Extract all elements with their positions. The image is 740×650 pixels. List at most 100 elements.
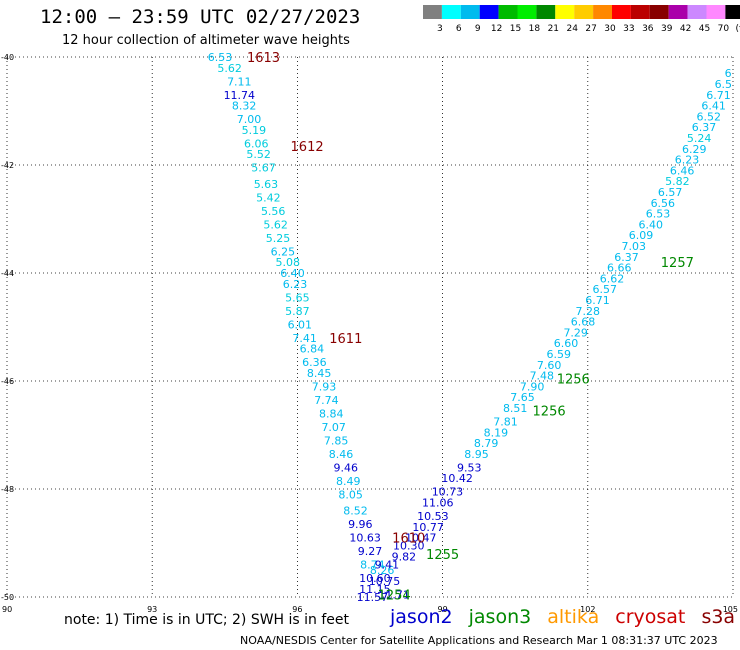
wave-height-label: 8.51 <box>503 402 528 415</box>
colorbar-label: 30 <box>604 24 616 34</box>
credit-line: NOAA/NESDIS Center for Satellite Applica… <box>240 634 718 647</box>
wave-height-label: 6.01 <box>288 318 313 331</box>
wave-height-label: 7.93 <box>312 380 337 393</box>
wave-height-label: 8.26 <box>370 564 395 577</box>
wave-height-label: 7.03 <box>622 240 647 253</box>
wave-height-label: 7.74 <box>314 394 339 407</box>
wave-height-label: 6.46 <box>670 164 695 177</box>
x-tick-label: 90 <box>2 605 12 614</box>
colorbar-swatch <box>706 5 726 19</box>
wave-height-label: 11.57 <box>357 591 389 604</box>
wave-height-label: 6.41 <box>701 100 726 113</box>
satellite-legend: jason2 jason3 altika cryosat s3a <box>390 606 740 628</box>
wave-height-labels: 6.535.627.1111.748.327.005.196.065.525.6… <box>208 51 732 604</box>
wave-height-label: 6.52 <box>697 110 722 123</box>
wave-height-label: 5.25 <box>266 232 291 245</box>
pass-number-label: 1257 <box>661 256 694 271</box>
satellite-legend-altika: altika <box>547 606 600 628</box>
wave-height-label: 10.63 <box>349 532 381 545</box>
colorbar-label: 36 <box>642 24 654 34</box>
wave-height-label: 9.53 <box>457 461 482 474</box>
wave-height-label: 8.05 <box>338 488 363 501</box>
pass-number-label: 1255 <box>426 548 459 563</box>
wave-height-label: 6.06 <box>244 137 269 150</box>
wave-height-label: 7.41 <box>292 332 317 345</box>
colorbar-swatch <box>725 5 740 19</box>
pass-number-label: 1613 <box>247 51 280 66</box>
wave-height-label: 9.46 <box>334 461 359 474</box>
wave-height-label: 8.84 <box>319 407 344 420</box>
wave-height-label: 8.95 <box>464 448 489 461</box>
wave-height-label: 6.71 <box>706 89 731 102</box>
colorbar-label: 33 <box>623 24 634 34</box>
wave-height-label: 7.85 <box>324 434 349 447</box>
x-tick-label: 105 <box>723 605 738 614</box>
wave-height-label: 6.5 <box>715 78 733 91</box>
colorbar-swatch <box>649 5 669 19</box>
wave-height-label: 7.81 <box>493 416 518 429</box>
y-tick-label: -40 <box>1 53 14 62</box>
wave-height-label: 5.62 <box>217 62 242 75</box>
wave-height-label: 5.56 <box>261 205 286 218</box>
wave-height-label: 8.19 <box>484 426 509 439</box>
wave-height-label: 6.23 <box>675 154 700 167</box>
wave-height-label: 5.52 <box>246 148 271 161</box>
wave-height-label: 7.90 <box>520 380 545 393</box>
pass-number-label: 1612 <box>291 140 324 155</box>
colorbar-swatch <box>555 5 575 19</box>
colorbar-label: 21 <box>548 24 559 34</box>
colorbar-swatch <box>687 5 707 19</box>
wave-height-label: 6.62 <box>600 272 625 285</box>
pass-number-label: 1611 <box>329 332 362 347</box>
pass-number-labels: 1613 1612 1611 1610 1254 1255 1256 1256 1257 <box>247 51 694 603</box>
wave-height-label: 6.37 <box>692 121 717 134</box>
pass-number-label: 1254 <box>378 588 411 603</box>
colorbar-label: 3 <box>437 24 443 34</box>
wave-height-label: 9.96 <box>348 518 373 531</box>
wave-height-label: 10.77 <box>412 521 444 534</box>
wave-height-label: 6.09 <box>629 229 654 242</box>
satellite-legend-jason2: jason2 <box>390 606 453 628</box>
pass-number-label: 1256 <box>533 405 566 420</box>
colorbar-label: 27 <box>585 24 596 34</box>
wave-height-label: 8.46 <box>329 448 354 461</box>
colorbar-swatch <box>630 5 650 19</box>
wave-height-label: 6.23 <box>283 278 308 291</box>
colorbar-swatch <box>423 5 442 19</box>
wave-height-label: 10.42 <box>441 472 473 485</box>
colorbar-swatch <box>498 5 518 19</box>
axis-ticks: 90 93 96 99 102 105 -40 -42 -44 -46 -48 -50 <box>1 53 738 614</box>
colorbar-swatch <box>517 5 537 19</box>
wave-height-label: 5.42 <box>256 191 281 204</box>
wave-height-label: 7.11 <box>227 75 252 88</box>
x-tick-label: 99 <box>438 605 448 614</box>
wave-height-label: 10.75 <box>369 575 401 588</box>
colorbar-label: 70 <box>718 24 730 34</box>
y-tick-label: -42 <box>1 161 14 170</box>
colorbar-swatch <box>536 5 556 19</box>
x-tick-label: 93 <box>147 605 157 614</box>
grid-lines <box>6 56 734 598</box>
wave-height-label: 6.68 <box>571 316 596 329</box>
wave-height-label: 5.63 <box>254 178 279 191</box>
wave-height-label: 9.27 <box>358 545 383 558</box>
pass-number-label: 1610 <box>392 532 425 547</box>
wave-height-label: 6.59 <box>547 348 572 361</box>
wave-height-label: 7.00 <box>237 113 262 126</box>
satellite-legend-cryosat: cryosat <box>615 606 686 628</box>
y-tick-label: -46 <box>1 377 14 386</box>
chart-title: 12:00 – 23:59 UTC 02/27/2023 <box>40 6 361 28</box>
wave-height-label: 5.24 <box>687 132 712 145</box>
colorbar-label: 42 <box>680 24 691 34</box>
wave-height-label: 8.52 <box>343 505 368 518</box>
wave-height-label: 5.19 <box>242 124 267 137</box>
wave-height-label: 7.65 <box>510 391 535 404</box>
wave-height-label: 10.60 <box>359 572 391 585</box>
wave-height-label: 6.37 <box>614 251 639 264</box>
wave-height-label: 9.82 <box>392 551 417 564</box>
wave-height-label: 7.60 <box>537 359 562 372</box>
wave-height-label: 10.47 <box>405 532 437 545</box>
wave-height-label: 5.87 <box>285 305 310 318</box>
wave-height-label: 6.60 <box>554 337 579 350</box>
